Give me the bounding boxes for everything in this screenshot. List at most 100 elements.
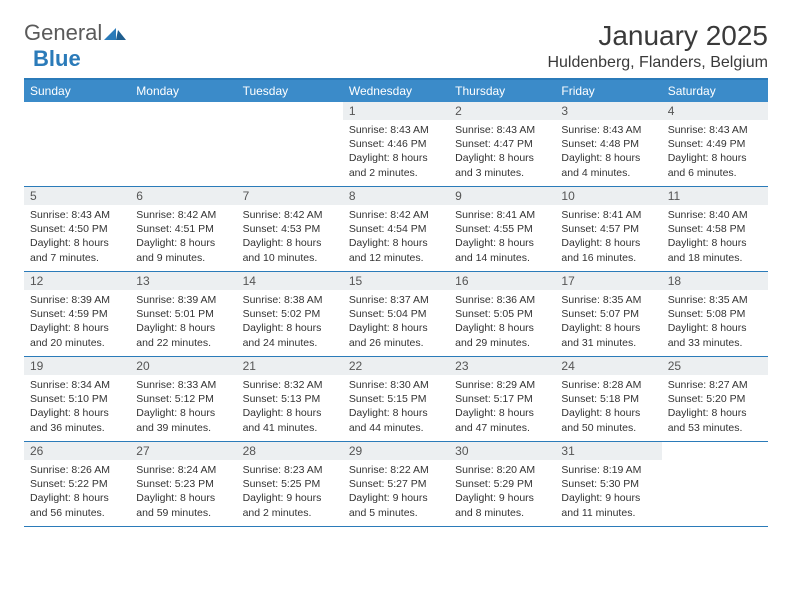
logo-text-general: General [24,20,102,46]
day-line: Sunset: 5:30 PM [561,477,655,491]
day-body: Sunrise: 8:26 AMSunset: 5:22 PMDaylight:… [24,460,130,524]
day-line: Sunset: 4:48 PM [561,137,655,151]
calendar: Sunday Monday Tuesday Wednesday Thursday… [24,78,768,527]
day-number: 30 [449,442,555,460]
day-body: Sunrise: 8:43 AMSunset: 4:47 PMDaylight:… [449,120,555,184]
day-number: 7 [237,187,343,205]
day-line: Sunset: 5:12 PM [136,392,230,406]
logo-text-blue: Blue [33,46,81,72]
day-cell: 24Sunrise: 8:28 AMSunset: 5:18 PMDayligh… [555,357,661,441]
day-line: Sunset: 4:53 PM [243,222,337,236]
day-line: Sunrise: 8:40 AM [668,208,762,222]
day-cell: 27Sunrise: 8:24 AMSunset: 5:23 PMDayligh… [130,442,236,526]
day-line: Sunrise: 8:19 AM [561,463,655,477]
day-line: Sunrise: 8:42 AM [243,208,337,222]
day-line: Sunrise: 8:43 AM [349,123,443,137]
week-row: 1Sunrise: 8:43 AMSunset: 4:46 PMDaylight… [24,102,768,187]
day-line: Daylight: 8 hours and 29 minutes. [455,321,549,349]
weekday-tue: Tuesday [237,80,343,102]
day-line: Sunrise: 8:23 AM [243,463,337,477]
day-line: Sunrise: 8:39 AM [30,293,124,307]
day-line: Daylight: 8 hours and 9 minutes. [136,236,230,264]
day-line: Daylight: 8 hours and 20 minutes. [30,321,124,349]
location: Huldenberg, Flanders, Belgium [547,54,768,72]
day-line: Sunrise: 8:41 AM [455,208,549,222]
day-line: Sunset: 4:47 PM [455,137,549,151]
week-row: 19Sunrise: 8:34 AMSunset: 5:10 PMDayligh… [24,357,768,442]
day-line: Sunset: 5:07 PM [561,307,655,321]
day-line: Sunset: 5:27 PM [349,477,443,491]
day-line: Sunset: 5:10 PM [30,392,124,406]
day-number: 26 [24,442,130,460]
day-line: Daylight: 8 hours and 53 minutes. [668,406,762,434]
day-number: 24 [555,357,661,375]
day-cell: 19Sunrise: 8:34 AMSunset: 5:10 PMDayligh… [24,357,130,441]
day-line: Daylight: 8 hours and 44 minutes. [349,406,443,434]
week-row: 26Sunrise: 8:26 AMSunset: 5:22 PMDayligh… [24,442,768,527]
day-cell: 28Sunrise: 8:23 AMSunset: 5:25 PMDayligh… [237,442,343,526]
day-line: Daylight: 8 hours and 16 minutes. [561,236,655,264]
day-cell: 12Sunrise: 8:39 AMSunset: 4:59 PMDayligh… [24,272,130,356]
title-block: January 2025 Huldenberg, Flanders, Belgi… [547,20,768,72]
weekday-thu: Thursday [449,80,555,102]
day-line: Sunrise: 8:41 AM [561,208,655,222]
day-body: Sunrise: 8:40 AMSunset: 4:58 PMDaylight:… [662,205,768,269]
day-line: Sunset: 4:49 PM [668,137,762,151]
day-line: Sunrise: 8:35 AM [668,293,762,307]
day-cell: 15Sunrise: 8:37 AMSunset: 5:04 PMDayligh… [343,272,449,356]
day-line: Sunrise: 8:26 AM [30,463,124,477]
day-cell: 22Sunrise: 8:30 AMSunset: 5:15 PMDayligh… [343,357,449,441]
day-line: Daylight: 9 hours and 8 minutes. [455,491,549,519]
day-line: Sunrise: 8:42 AM [349,208,443,222]
day-cell: 30Sunrise: 8:20 AMSunset: 5:29 PMDayligh… [449,442,555,526]
header: General January 2025 Huldenberg, Flander… [24,20,768,72]
day-line: Daylight: 8 hours and 31 minutes. [561,321,655,349]
day-cell: 26Sunrise: 8:26 AMSunset: 5:22 PMDayligh… [24,442,130,526]
day-cell: 6Sunrise: 8:42 AMSunset: 4:51 PMDaylight… [130,187,236,271]
day-body: Sunrise: 8:39 AMSunset: 5:01 PMDaylight:… [130,290,236,354]
day-line: Sunset: 5:13 PM [243,392,337,406]
weekday-sun: Sunday [24,80,130,102]
day-number: 22 [343,357,449,375]
day-body: Sunrise: 8:43 AMSunset: 4:50 PMDaylight:… [24,205,130,269]
weekday-sat: Saturday [662,80,768,102]
day-line: Sunset: 5:29 PM [455,477,549,491]
week-row: 5Sunrise: 8:43 AMSunset: 4:50 PMDaylight… [24,187,768,272]
day-line: Sunrise: 8:27 AM [668,378,762,392]
day-cell: 23Sunrise: 8:29 AMSunset: 5:17 PMDayligh… [449,357,555,441]
day-cell: 25Sunrise: 8:27 AMSunset: 5:20 PMDayligh… [662,357,768,441]
day-line: Sunset: 4:58 PM [668,222,762,236]
day-cell [662,442,768,526]
day-line: Sunrise: 8:33 AM [136,378,230,392]
day-line: Sunrise: 8:28 AM [561,378,655,392]
day-cell: 4Sunrise: 8:43 AMSunset: 4:49 PMDaylight… [662,102,768,186]
day-line: Daylight: 8 hours and 3 minutes. [455,151,549,179]
day-number: 15 [343,272,449,290]
day-cell: 2Sunrise: 8:43 AMSunset: 4:47 PMDaylight… [449,102,555,186]
day-line: Sunrise: 8:39 AM [136,293,230,307]
day-body: Sunrise: 8:32 AMSunset: 5:13 PMDaylight:… [237,375,343,439]
day-body: Sunrise: 8:19 AMSunset: 5:30 PMDaylight:… [555,460,661,524]
day-line: Sunset: 5:08 PM [668,307,762,321]
day-body: Sunrise: 8:41 AMSunset: 4:57 PMDaylight:… [555,205,661,269]
day-line: Sunrise: 8:22 AM [349,463,443,477]
day-cell: 7 Sunrise: 8:42 AMSunset: 4:53 PMDaylight… [237,187,343,271]
day-line: Daylight: 8 hours and 4 minutes. [561,151,655,179]
weekday-row: Sunday Monday Tuesday Wednesday Thursday… [24,80,768,102]
day-line: Sunrise: 8:29 AM [455,378,549,392]
day-line: Daylight: 8 hours and 10 minutes. [243,236,337,264]
day-line: Sunrise: 8:34 AM [30,378,124,392]
day-body: Sunrise: 8:35 AMSunset: 5:07 PMDaylight:… [555,290,661,354]
day-number: 29 [343,442,449,460]
logo-icon [104,20,126,46]
day-number: 4 [662,102,768,120]
day-number: 3 [555,102,661,120]
day-line: Daylight: 8 hours and 56 minutes. [30,491,124,519]
day-cell: 29Sunrise: 8:22 AMSunset: 5:27 PMDayligh… [343,442,449,526]
day-line: Sunset: 4:50 PM [30,222,124,236]
day-body: Sunrise: 8:42 AMSunset: 4:51 PMDaylight:… [130,205,236,269]
day-body: Sunrise: 8:30 AMSunset: 5:15 PMDaylight:… [343,375,449,439]
day-line: Daylight: 8 hours and 33 minutes. [668,321,762,349]
day-line: Sunset: 5:02 PM [243,307,337,321]
day-cell: 11Sunrise: 8:40 AMSunset: 4:58 PMDayligh… [662,187,768,271]
